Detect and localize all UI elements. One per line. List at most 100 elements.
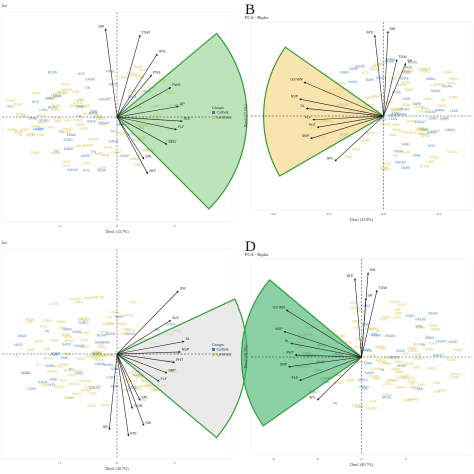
- observation-label: DOKE: [98, 345, 107, 349]
- variable-label: PHT: [309, 123, 317, 127]
- observation-label: ANGE: [415, 105, 424, 109]
- observation-label: KABAI: [426, 77, 436, 81]
- observation-label: SOBO: [425, 348, 435, 352]
- sector-wedge: [240, 279, 363, 427]
- observation-label: HOS: [127, 133, 134, 137]
- observation-label: ANGE: [448, 340, 457, 344]
- observation-label: BARE: [115, 315, 124, 319]
- observation-label: KAKAO: [396, 386, 408, 390]
- observation-label: KABAI: [361, 348, 371, 352]
- variable-arrow: [361, 289, 378, 358]
- observation-label: SOBO: [142, 380, 152, 384]
- variable-arrow: [116, 74, 152, 118]
- observation-label: BARE: [92, 352, 101, 356]
- observation-label: BARE: [76, 123, 85, 127]
- observation-label: MUAN: [47, 96, 57, 100]
- observation-label: SIAB: [76, 104, 83, 108]
- variable-arrow: [116, 290, 179, 355]
- x-tick-label: -2.5: [326, 212, 332, 216]
- observation-label: LSAN: [45, 126, 54, 130]
- observation-label: BARE: [350, 67, 359, 71]
- observation-label: DOKE: [53, 116, 62, 120]
- variable-arrow: [116, 353, 160, 382]
- observation-label: HOS: [350, 301, 357, 305]
- observation-label: DOKE: [397, 364, 406, 368]
- variable-label: FLF: [305, 115, 312, 119]
- observation-label: DOKE: [382, 162, 391, 166]
- observation-label: SOBO: [380, 168, 390, 172]
- variable-label: SR: [367, 294, 372, 298]
- variable-arrow: [283, 330, 362, 358]
- observation-label: HOS: [40, 324, 47, 328]
- legend-swatch: [212, 116, 215, 119]
- observation-label: HOS: [418, 383, 425, 387]
- observation-label: SOBO: [21, 371, 31, 375]
- observation-label: BARE: [401, 166, 410, 170]
- variable-label: SP: [180, 102, 185, 106]
- observation-label: SOBO: [141, 149, 151, 153]
- observation-label: MUAN: [6, 98, 16, 102]
- variable-arrow: [116, 87, 172, 118]
- observation-label: LSAN: [88, 391, 97, 395]
- observation-label: ANGE: [396, 349, 405, 353]
- variable-arrow: [310, 115, 384, 140]
- observation-label: SOBO: [429, 324, 439, 328]
- variable-label: SLE: [184, 117, 191, 121]
- observation-label: ANGE: [81, 345, 90, 349]
- observation-label: HOS: [376, 94, 383, 98]
- observation-label: SOBO: [43, 319, 53, 323]
- observation-label: KABAI: [95, 362, 105, 366]
- observation-label: MNAK: [413, 342, 423, 346]
- variable-label: SPL: [309, 396, 316, 400]
- observation-label: KAKAO: [433, 353, 445, 357]
- panel-letter: D: [245, 239, 256, 255]
- observation-label: MNAK: [404, 398, 414, 402]
- panel-B: MNAKMUANKABAIANGEANGEKABAISIABBARELSANDO…: [243, 2, 473, 222]
- variable-label: SW: [145, 421, 151, 425]
- observation-label: MNAK: [38, 121, 48, 125]
- observation-label: KABAI: [427, 131, 437, 135]
- observation-label: MNAK: [420, 132, 430, 136]
- observation-label: ANGE: [76, 144, 85, 148]
- observation-label: MUAN: [376, 76, 386, 80]
- observation-label: SOBO: [380, 166, 390, 170]
- x-tick-label: 0: [116, 461, 118, 465]
- observation-label: MNAK: [93, 351, 103, 355]
- observation-label: SIAB: [418, 132, 425, 136]
- observation-label: KABAI: [64, 147, 74, 151]
- panel-letter: B: [245, 2, 255, 18]
- observation-label: KABAI: [141, 384, 151, 388]
- observation-label: BARE: [111, 385, 120, 389]
- observation-label: DOKE: [49, 302, 58, 306]
- observation-label: BARE: [366, 78, 375, 82]
- observation-label: KAKAO: [70, 297, 82, 301]
- observation-label: DOKE: [370, 67, 379, 71]
- panel-title: PCA - Biplot: [245, 15, 269, 20]
- observation-label: SOBO: [336, 334, 346, 338]
- observation-label: HOS: [148, 384, 155, 388]
- variable-arrow: [373, 34, 384, 117]
- observation-label: TIN: [77, 114, 83, 118]
- observation-label: MNAK: [14, 102, 24, 106]
- observation-label: SOBO: [397, 364, 407, 368]
- observation-label: TIN: [109, 354, 115, 358]
- observation-label: DOKE: [73, 101, 82, 105]
- observation-label: HOS: [7, 128, 14, 132]
- observation-label: KAKAO: [401, 150, 413, 154]
- variable-arrow: [383, 62, 407, 117]
- variable-arrow: [334, 115, 384, 162]
- observation-label: DOKE: [425, 160, 434, 164]
- observation-label: ANGE: [81, 154, 90, 158]
- variable-label: TGW: [378, 286, 387, 290]
- observation-label: KABAI: [117, 322, 127, 326]
- observation-label: MNAK: [89, 138, 99, 142]
- variable-arrow: [303, 81, 384, 117]
- observation-label: MNAK: [44, 357, 54, 361]
- observation-label: DOKE: [139, 68, 148, 72]
- variable-label: SR: [103, 425, 108, 429]
- observation-label: SIAB: [402, 143, 409, 147]
- observation-label: DOKE: [437, 104, 446, 108]
- observation-label: DOKE: [400, 374, 409, 378]
- observation-label: TIN: [58, 130, 64, 134]
- observation-label: MUAN: [386, 334, 396, 338]
